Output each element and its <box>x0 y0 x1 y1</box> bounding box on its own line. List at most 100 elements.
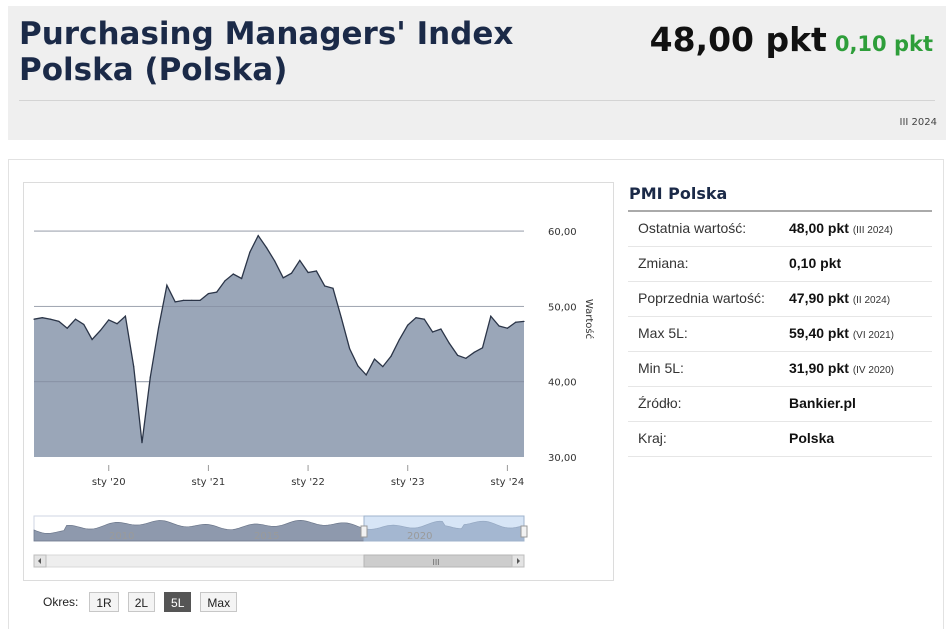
navigator-handle <box>360 525 368 538</box>
info-row-country: Kraj: Polska <box>628 422 932 457</box>
data-point <box>99 329 102 332</box>
data-point <box>481 347 484 349</box>
content-card <box>8 159 944 629</box>
data-point <box>357 365 359 367</box>
arrow-right-icon <box>517 558 520 564</box>
data-point <box>33 318 35 320</box>
data-point <box>523 320 525 323</box>
period-button-1r[interactable]: 1R <box>89 592 119 612</box>
data-point <box>224 280 226 282</box>
info-row-change: Zmiana: 0,10 pkt <box>628 247 932 282</box>
period-button-2l[interactable]: 2L <box>127 592 156 612</box>
header-divider <box>19 100 935 101</box>
data-point <box>274 260 276 262</box>
data-point <box>83 323 85 326</box>
data-point <box>440 328 442 330</box>
data-point <box>415 317 417 319</box>
data-point <box>108 319 110 321</box>
x-tick-label: sty '21 <box>192 477 226 488</box>
info-row-label: Max 5L: <box>638 325 688 341</box>
data-point <box>232 273 234 275</box>
info-row-value: Polska <box>789 430 835 446</box>
y-tick-label: 40,00 <box>548 378 577 389</box>
period-button-5l[interactable]: 5L <box>164 592 192 612</box>
data-point <box>432 331 434 333</box>
data-point <box>340 317 342 319</box>
navigator-label: 2015 <box>254 531 279 542</box>
data-point <box>506 327 508 329</box>
x-tick-label: sty '23 <box>391 477 425 488</box>
data-point <box>174 301 176 303</box>
info-row-label: Kraj: <box>638 430 667 446</box>
series-area <box>34 235 524 457</box>
data-point <box>58 320 60 323</box>
navigator-label: 2020 <box>407 531 432 542</box>
x-tick-label: sty '24 <box>491 477 525 488</box>
navigator-label: 2010 <box>109 531 134 542</box>
data-point <box>41 317 43 319</box>
data-point <box>133 366 135 368</box>
info-row-label: Poprzednia wartość: <box>638 290 765 306</box>
data-point <box>265 247 268 249</box>
info-row-max: Max 5L: 59,40 pkt (VI 2021) <box>628 317 932 352</box>
info-row-note: (IV 2020) <box>852 365 894 376</box>
info-row-value: 47,90 pkt <box>789 290 849 306</box>
x-tick-label: sty '22 <box>291 477 325 488</box>
data-point <box>74 318 77 320</box>
data-point <box>207 292 210 295</box>
data-point <box>315 270 317 272</box>
change-label: 0,10 pkt <box>834 32 933 56</box>
data-point <box>307 271 309 274</box>
info-row-last: Ostatnia wartość: 48,00 pkt (III 2024) <box>628 212 932 247</box>
data-point <box>116 323 118 325</box>
navigator-window <box>363 515 525 542</box>
data-point <box>191 299 193 301</box>
value-label: 48,00 pkt <box>649 20 827 59</box>
info-row-note: (III 2024) <box>852 225 893 236</box>
data-point <box>66 327 68 329</box>
info-row-label: Min 5L: <box>638 360 684 376</box>
data-point <box>124 315 126 317</box>
data-point <box>407 324 409 326</box>
info-row-label: Źródło: <box>638 395 682 411</box>
series-line <box>33 234 525 443</box>
info-table: PMI Polska Ostatnia wartość: 48,00 pkt (I… <box>628 183 932 457</box>
data-point <box>398 338 401 341</box>
y-tick-label: 30,00 <box>548 453 577 464</box>
period-button-max[interactable]: Max <box>200 592 238 612</box>
data-point <box>199 299 201 301</box>
data-point <box>423 318 425 320</box>
arrow-left-icon <box>38 558 41 564</box>
data-point <box>91 338 93 341</box>
data-point <box>390 355 392 357</box>
data-point <box>465 357 467 359</box>
info-row-source: Źródło: Bankier.pl <box>628 387 932 422</box>
scrollbar-grip: III <box>432 558 439 567</box>
data-point <box>182 299 185 301</box>
info-row-value: 0,10 pkt <box>789 255 842 271</box>
data-point <box>324 285 326 287</box>
data-point <box>448 342 450 344</box>
y-tick-label: 50,00 <box>548 302 577 313</box>
data-point <box>382 366 384 368</box>
data-point <box>157 326 160 329</box>
data-point <box>216 291 218 293</box>
data-point <box>299 259 301 262</box>
info-row-label: Ostatnia wartość: <box>638 220 747 236</box>
navigator-handle <box>520 525 528 538</box>
info-table-title: PMI Polska <box>628 183 932 212</box>
data-point <box>332 287 334 289</box>
data-point <box>365 374 367 376</box>
data-point <box>257 234 259 237</box>
info-row-value: 31,90 pkt <box>789 360 849 376</box>
period-selector: Okres: 1R 2L 5L Max <box>43 592 238 612</box>
data-point <box>456 354 459 356</box>
info-row-label: Zmiana: <box>638 255 689 271</box>
data-point <box>290 272 293 274</box>
data-point <box>282 277 284 279</box>
page-title: Purchasing Managers' Index Polska (Polsk… <box>19 16 514 88</box>
y-tick-label: 60,00 <box>548 227 577 238</box>
header: Purchasing Managers' Index Polska (Polsk… <box>8 6 946 140</box>
data-point <box>141 442 143 444</box>
period-label: III 2024 <box>899 117 937 128</box>
